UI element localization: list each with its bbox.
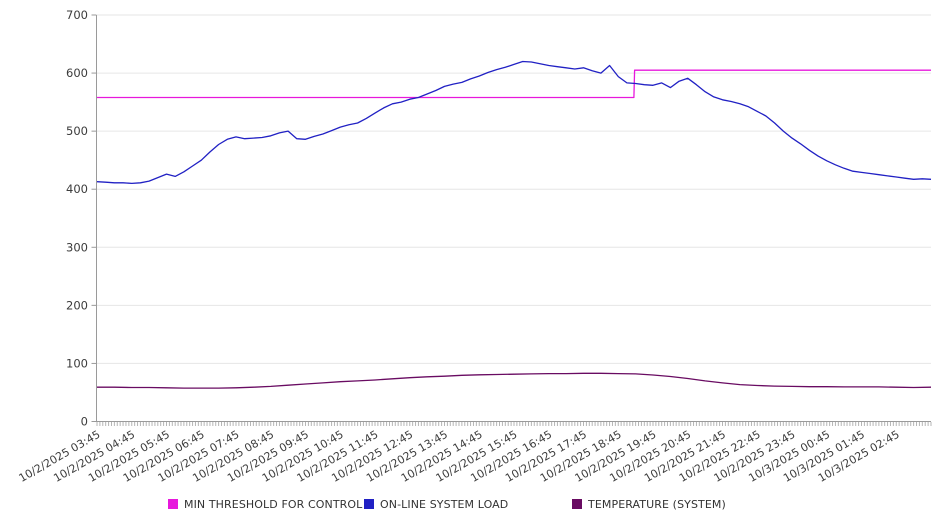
series-line-temperature-system (97, 372, 932, 389)
y-tick-label: 300 (66, 240, 88, 254)
series-line-on-line-system-load (96, 60, 932, 185)
chart-legend: MIN THRESHOLD FOR CONTROL ON-LINE SYSTEM… (0, 497, 946, 517)
y-tick-label: 400 (66, 182, 88, 196)
legend-label: ON-LINE SYSTEM LOAD (380, 497, 509, 511)
legend-swatch-system-load (364, 499, 374, 509)
y-gridlines (97, 14, 931, 364)
legend-swatch-temperature (572, 499, 582, 509)
y-tick-label: 600 (66, 66, 88, 80)
axes (96, 15, 931, 422)
y-tick-label: 100 (66, 356, 88, 370)
y-axis-ticks: 0 100 200 300 400 500 600 700 (66, 8, 97, 429)
legend-swatch-min-threshold (168, 499, 178, 509)
y-tick-label: 0 (81, 415, 88, 429)
y-tick-label: 500 (66, 124, 88, 138)
series-line-min-threshold-for-control (97, 69, 931, 99)
y-tick-label: 700 (66, 8, 88, 22)
legend-item-system-load: ON-LINE SYSTEM LOAD (364, 497, 508, 511)
legend-label: MIN THRESHOLD FOR CONTROL (184, 497, 363, 511)
y-tick-label: 200 (66, 298, 88, 312)
legend-label: TEMPERATURE (SYSTEM) (588, 497, 726, 511)
legend-item-temperature: TEMPERATURE (SYSTEM) (572, 497, 726, 511)
legend-item-min-threshold: MIN THRESHOLD FOR CONTROL (168, 497, 362, 511)
x-minor-ticks (96, 422, 932, 426)
